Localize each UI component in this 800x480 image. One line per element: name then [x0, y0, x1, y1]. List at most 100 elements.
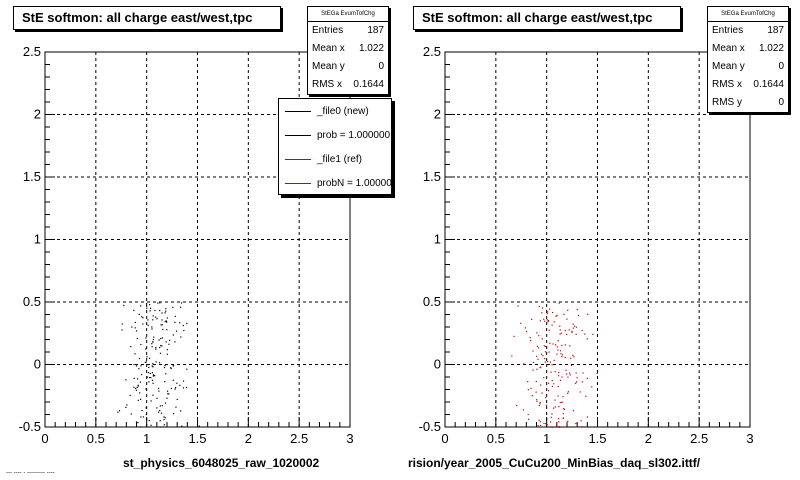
y-tick-label: -0.5 — [19, 419, 41, 434]
data-point — [559, 333, 561, 335]
data-point — [551, 364, 553, 366]
data-point — [123, 304, 125, 307]
data-point — [532, 361, 535, 364]
data-point — [547, 320, 549, 322]
data-point — [582, 372, 584, 374]
data-point — [560, 332, 562, 334]
data-point — [161, 312, 163, 314]
data-point — [556, 353, 558, 355]
data-point — [559, 350, 562, 352]
stats-label: Mean x — [312, 43, 345, 54]
data-point — [198, 425, 200, 427]
legend-label: probN = 1.000000 — [317, 177, 392, 189]
data-point — [560, 352, 562, 355]
data-point — [545, 404, 547, 406]
data-point — [570, 357, 572, 359]
data-point — [136, 378, 139, 380]
data-point — [543, 318, 545, 320]
data-point — [536, 368, 538, 370]
data-point — [179, 322, 181, 324]
data-point — [136, 386, 138, 389]
data-point — [145, 361, 147, 363]
data-point — [535, 380, 537, 383]
data-point — [572, 354, 574, 356]
data-point — [558, 421, 560, 423]
data-point — [136, 337, 138, 340]
data-point — [134, 327, 136, 329]
data-point — [586, 416, 588, 418]
data-point — [558, 372, 560, 374]
data-point — [556, 314, 558, 317]
data-point — [152, 375, 154, 377]
data-point — [156, 397, 158, 399]
legend-entry: _file0 (new) — [279, 99, 391, 123]
data-point — [586, 338, 588, 340]
stats-value: 0.1644 — [353, 79, 384, 90]
legend-swatch — [285, 134, 311, 136]
data-point — [574, 325, 576, 327]
data-point — [161, 319, 163, 321]
data-point — [161, 345, 163, 347]
data-point — [152, 382, 154, 384]
data-point — [140, 398, 142, 400]
x-tick-label: 2.5 — [690, 431, 708, 446]
stats-label: RMS x — [712, 79, 742, 90]
data-point — [150, 400, 152, 402]
data-point — [531, 394, 533, 397]
data-point — [535, 391, 537, 393]
data-point — [146, 307, 148, 309]
data-point — [538, 405, 540, 407]
stats-value: 0 — [378, 61, 384, 72]
data-point — [164, 381, 166, 383]
data-point — [516, 404, 518, 407]
data-point — [166, 390, 169, 392]
data-point — [530, 339, 532, 342]
data-point — [551, 385, 554, 388]
data-point — [585, 395, 587, 397]
y-tick-label: 1 — [34, 232, 41, 247]
data-point — [528, 418, 530, 420]
data-point — [165, 310, 167, 312]
data-point — [159, 405, 161, 407]
data-point — [527, 389, 529, 391]
data-point — [141, 316, 143, 318]
y-tick-label: 0.5 — [23, 294, 41, 309]
data-point — [170, 387, 172, 390]
data-point — [179, 306, 182, 308]
data-point — [562, 396, 564, 398]
data-point — [575, 326, 577, 328]
data-point — [575, 333, 577, 335]
x-axis-filename: st_physics_6048025_raw_1020002 — [123, 456, 320, 470]
data-point — [126, 404, 128, 406]
data-point — [569, 374, 571, 376]
data-point — [135, 365, 138, 367]
data-point — [547, 321, 549, 323]
data-point — [155, 347, 157, 349]
data-point — [165, 308, 167, 310]
data-point — [180, 410, 182, 412]
data-point — [554, 399, 556, 401]
data-point — [139, 426, 142, 428]
data-point — [165, 341, 167, 343]
data-point — [544, 351, 547, 353]
x-tick-label: 2.5 — [290, 431, 308, 446]
data-point — [134, 353, 136, 355]
data-point — [562, 426, 564, 428]
data-point — [537, 424, 539, 427]
data-point — [537, 358, 539, 360]
data-point — [552, 343, 554, 345]
legend-label: _file1 (ref) — [317, 153, 363, 165]
data-point — [159, 426, 162, 428]
data-point — [131, 326, 133, 328]
data-point — [569, 345, 571, 347]
data-point — [150, 377, 152, 379]
data-point — [172, 306, 174, 309]
data-point — [163, 366, 166, 369]
data-point — [159, 420, 161, 422]
data-point — [152, 366, 154, 368]
stats-label: Mean y — [712, 61, 745, 72]
data-point — [566, 424, 568, 426]
data-point — [141, 410, 143, 412]
data-point — [169, 339, 171, 342]
data-point — [150, 424, 152, 426]
